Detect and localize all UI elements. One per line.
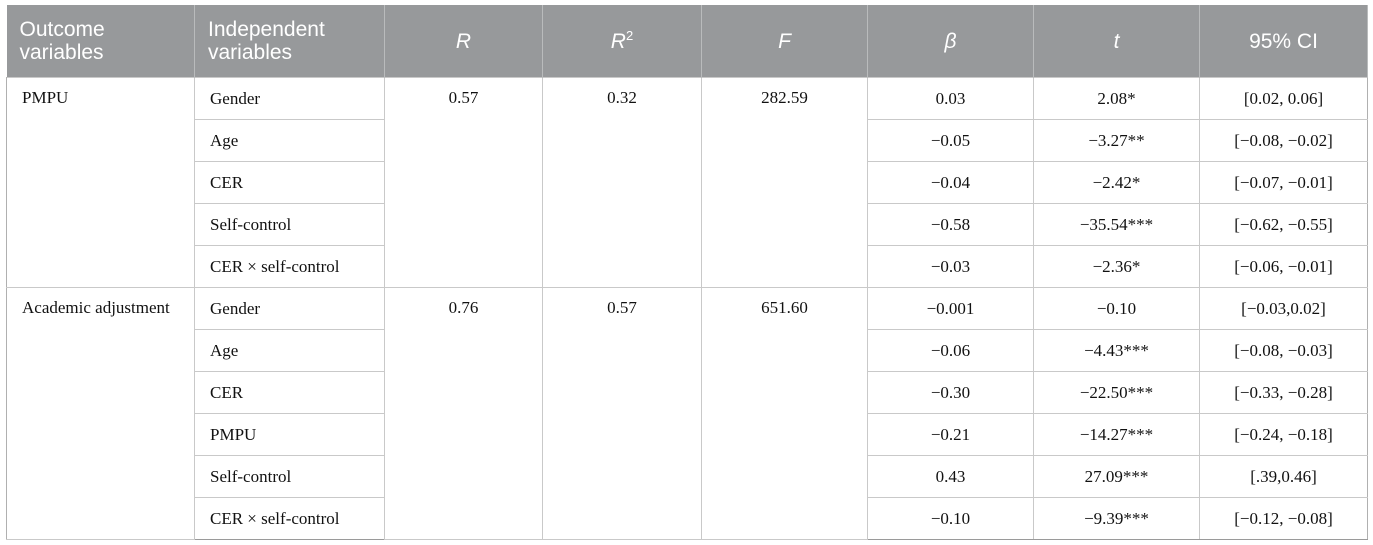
variable-cell: PMPU: [194, 413, 385, 456]
header-r2: R2: [542, 5, 702, 78]
table-row: Age −0.05 −3.27** [−0.08, −0.02]: [7, 119, 1368, 162]
header-independent: Independent variables: [194, 5, 385, 78]
ci-cell: [−0.62, −0.55]: [1199, 203, 1368, 246]
variable-cell: CER: [194, 161, 385, 204]
table-row: Self-control −0.58 −35.54*** [−0.62, −0.…: [7, 203, 1368, 246]
r-cell: 0.76: [384, 287, 543, 540]
header-outcome: Outcome variables: [6, 5, 195, 78]
table-row: CER × self-control −0.03 −2.36* [−0.06, …: [7, 245, 1368, 288]
beta-cell: 0.03: [867, 77, 1034, 120]
header-r2-superscript: 2: [625, 27, 634, 43]
outcome-cell: Academic adjustment: [6, 287, 195, 540]
beta-cell: −0.58: [867, 203, 1034, 246]
beta-cell: −0.04: [867, 161, 1034, 204]
beta-cell: 0.43: [867, 455, 1034, 498]
ci-cell: [.39,0.46]: [1199, 455, 1368, 498]
beta-cell: −0.10: [867, 497, 1034, 540]
header-row: Outcome variables Independent variables …: [6, 5, 1368, 78]
variable-cell: CER: [194, 371, 385, 414]
variable-cell: Gender: [194, 77, 385, 120]
ci-cell: [−0.24, −0.18]: [1199, 413, 1368, 456]
beta-cell: −0.001: [867, 287, 1034, 330]
ci-cell: [0.02, 0.06]: [1199, 77, 1368, 120]
ci-cell: [−0.08, −0.03]: [1199, 329, 1368, 372]
table-row: Academic adjustment Gender 0.76 0.57 651…: [6, 287, 1368, 540]
ci-cell: [−0.33, −0.28]: [1199, 371, 1368, 414]
header-r: R: [384, 5, 543, 78]
f-cell: 651.60: [701, 287, 868, 540]
variable-cell: Age: [194, 329, 385, 372]
t-cell: −3.27**: [1033, 119, 1200, 162]
r-cell: 0.57: [384, 77, 543, 288]
t-cell: 2.08*: [1033, 77, 1200, 120]
regression-table: Outcome variables Independent variables …: [6, 5, 1368, 540]
table-row: CER × self-control −0.10 −9.39*** [−0.12…: [7, 497, 1368, 540]
beta-cell: −0.30: [867, 371, 1034, 414]
header-r2-label: R: [610, 29, 626, 53]
ci-cell: [−0.12, −0.08]: [1199, 497, 1368, 540]
header-f-label: F: [778, 29, 791, 53]
variable-cell: CER × self-control: [194, 497, 385, 540]
header-ci: 95% CI: [1199, 5, 1368, 78]
header-beta: β: [867, 5, 1034, 78]
t-cell: −22.50***: [1033, 371, 1200, 414]
t-cell: −14.27***: [1033, 413, 1200, 456]
t-cell: −35.54***: [1033, 203, 1200, 246]
ci-cell: [−0.07, −0.01]: [1199, 161, 1368, 204]
header-t-label: t: [1113, 29, 1120, 53]
r2-cell: 0.57: [542, 287, 702, 540]
ci-cell: [−0.08, −0.02]: [1199, 119, 1368, 162]
beta-cell: −0.03: [867, 245, 1034, 288]
beta-cell: −0.06: [867, 329, 1034, 372]
table-row: CER −0.04 −2.42* [−0.07, −0.01]: [7, 161, 1368, 204]
t-cell: −4.43***: [1033, 329, 1200, 372]
table-row: CER −0.30 −22.50*** [−0.33, −0.28]: [7, 371, 1368, 414]
table-row: Self-control 0.43 27.09*** [.39,0.46]: [7, 455, 1368, 498]
header-beta-label: β: [944, 29, 957, 53]
variable-cell: Self-control: [194, 203, 385, 246]
r2-cell: 0.32: [542, 77, 702, 288]
variable-cell: CER × self-control: [194, 245, 385, 288]
t-cell: −0.10: [1033, 287, 1200, 330]
t-cell: 27.09***: [1033, 455, 1200, 498]
t-cell: −9.39***: [1033, 497, 1200, 540]
header-t: t: [1033, 5, 1200, 78]
t-cell: −2.42*: [1033, 161, 1200, 204]
table-row: PMPU Gender 0.57 0.32 282.59 0.03 2.08* …: [6, 77, 1368, 288]
header-f: F: [701, 5, 868, 78]
variable-cell: Self-control: [194, 455, 385, 498]
ci-cell: [−0.03,0.02]: [1199, 287, 1368, 330]
beta-cell: −0.21: [867, 413, 1034, 456]
beta-cell: −0.05: [867, 119, 1034, 162]
t-cell: −2.36*: [1033, 245, 1200, 288]
table-row: PMPU −0.21 −14.27*** [−0.24, −0.18]: [7, 413, 1368, 456]
f-cell: 282.59: [701, 77, 868, 288]
table-row: Age −0.06 −4.43*** [−0.08, −0.03]: [7, 329, 1368, 372]
header-r-label: R: [455, 29, 472, 53]
variable-cell: Gender: [194, 287, 385, 330]
ci-cell: [−0.06, −0.01]: [1199, 245, 1368, 288]
variable-cell: Age: [194, 119, 385, 162]
outcome-cell: PMPU: [6, 77, 195, 288]
